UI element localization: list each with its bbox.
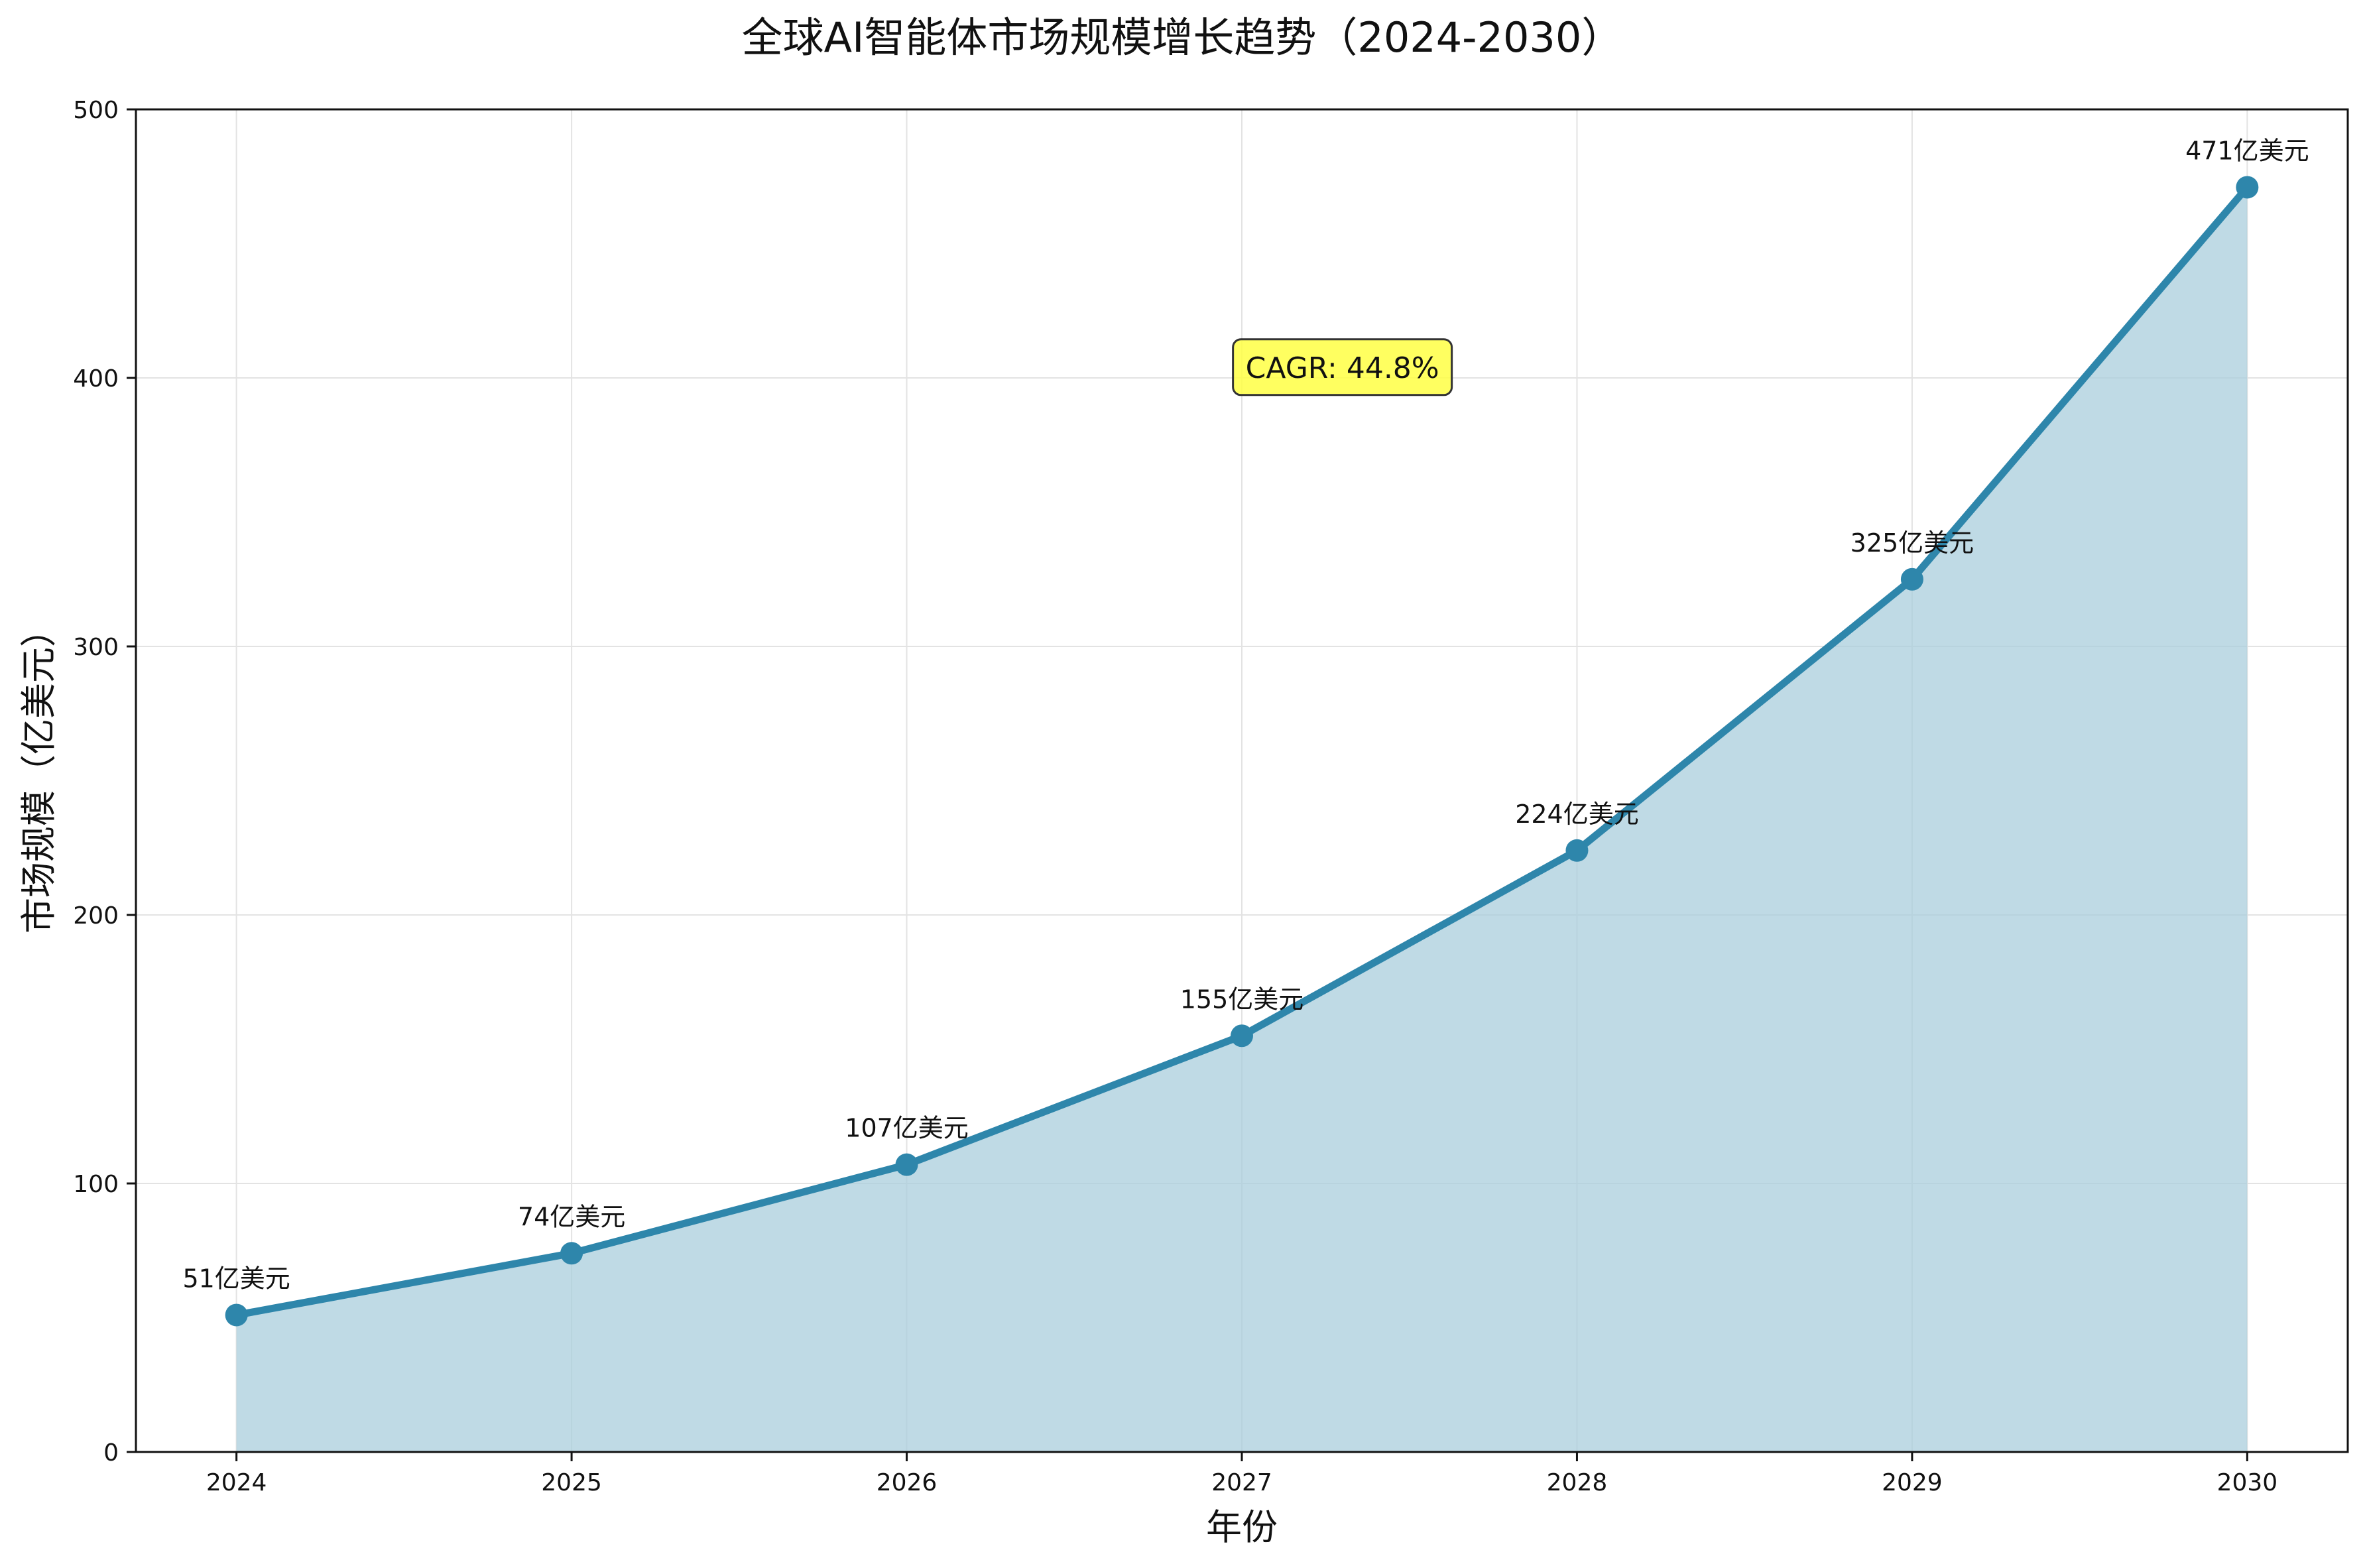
data-label-2027: 155亿美元	[1180, 985, 1304, 1014]
x-tick-label-2028: 2028	[1547, 1469, 1608, 1496]
data-label-2028: 224亿美元	[1515, 800, 1639, 829]
ticks-layer: 2024 2025 2026 2027 2028 2029 2030 0 100 200 300 40…	[73, 97, 2277, 1496]
x-tick-label-2027: 2027	[1211, 1469, 1272, 1496]
x-tick-label-2030: 2030	[2217, 1469, 2278, 1496]
cagr-annotation: CAGR: 44.8%	[1232, 338, 1453, 396]
y-tick-label-300: 300	[73, 634, 119, 661]
data-label-2024: 51亿美元	[182, 1264, 290, 1293]
data-point-2024	[225, 1303, 248, 1327]
x-tick-label-2024: 2024	[206, 1469, 267, 1496]
data-label-2026: 107亿美元	[845, 1114, 969, 1143]
data-label-2025: 74亿美元	[518, 1202, 625, 1231]
y-tick-label-400: 400	[73, 365, 119, 392]
x-tick-label-2026: 2026	[877, 1469, 938, 1496]
y-tick-label-100: 100	[73, 1171, 119, 1198]
y-axis-label: 市场规模（亿美元）	[18, 611, 60, 934]
x-axis-label: 年份	[1206, 1506, 1278, 1548]
x-tick-label-2029: 2029	[1882, 1469, 1943, 1496]
y-tick-label-0: 0	[103, 1439, 119, 1467]
cagr-annotation-text: CAGR: 44.8%	[1246, 351, 1439, 385]
series-area-fill	[236, 187, 2248, 1453]
y-tick-label-200: 200	[73, 902, 119, 930]
cagr-annotation-box	[1232, 338, 1453, 396]
x-tick-label-2025: 2025	[541, 1469, 602, 1496]
data-label-2029: 325亿美元	[1850, 528, 1974, 558]
data-point-2029	[1900, 568, 1923, 591]
chart-title: 全球AI智能体市场规模增长趋势（2024-2030）	[742, 13, 1623, 62]
data-point-2030	[2236, 176, 2259, 199]
data-point-2025	[560, 1242, 583, 1265]
data-label-2030: 471亿美元	[2185, 136, 2309, 165]
points-layer	[225, 176, 2259, 1327]
y-tick-label-500: 500	[73, 97, 119, 124]
data-point-2027	[1231, 1024, 1253, 1048]
data-point-2028	[1565, 839, 1589, 862]
data-point-2026	[895, 1153, 918, 1176]
area-layer	[236, 187, 2248, 1453]
labels-layer: 51亿美元 74亿美元 107亿美元 155亿美元 224亿美元 325亿美元 471亿美元	[182, 136, 2309, 1293]
